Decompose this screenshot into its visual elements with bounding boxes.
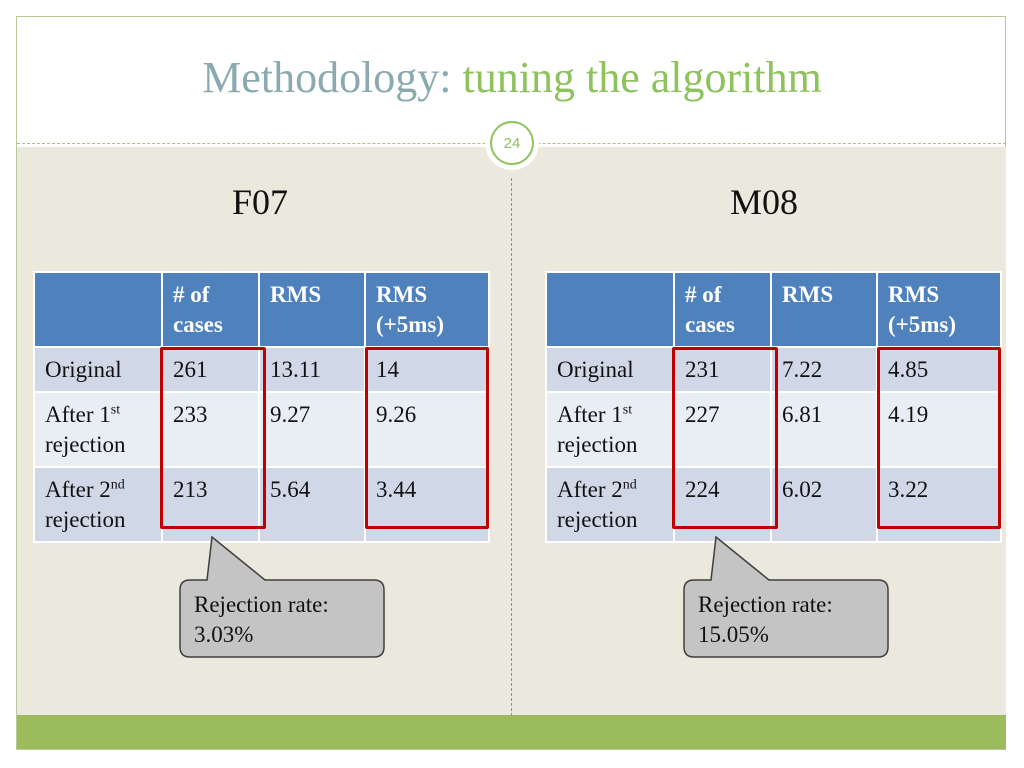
header-cell-rms: RMS xyxy=(258,271,366,348)
callout-line1: Rejection rate: xyxy=(194,592,329,617)
row-label-tail: rejection xyxy=(557,507,638,532)
header-cell-cases: # of cases xyxy=(161,271,260,348)
row-label-ordinal: nd xyxy=(110,477,125,493)
row-label-cell: After 2nd rejection xyxy=(33,466,163,543)
callout-m08: Rejection rate: 15.05% xyxy=(682,536,892,661)
row-label-ordinal: nd xyxy=(622,477,637,493)
slide-title-part2: tuning the algorithm xyxy=(462,53,822,102)
callout-f07: Rejection rate: 3.03% xyxy=(178,536,388,661)
table-row: After 1st rejection 233 9.27 9.26 xyxy=(33,391,490,468)
table-header-row: # of cases RMS RMS (+5ms) xyxy=(33,271,490,348)
rms-cell: 6.81 xyxy=(770,391,878,468)
cases-cell: 233 xyxy=(161,391,260,468)
callout-text-m08: Rejection rate: 15.05% xyxy=(698,590,833,650)
header-cell-blank xyxy=(545,271,675,348)
row-label-cell: After 1st rejection xyxy=(545,391,675,468)
rms-cell: 13.11 xyxy=(258,346,366,393)
table-header-row: # of cases RMS RMS (+5ms) xyxy=(545,271,1002,348)
column-divider xyxy=(511,178,512,716)
rms-cell: 6.02 xyxy=(770,466,878,543)
table-row: After 1st rejection 227 6.81 4.19 xyxy=(545,391,1002,468)
header-cell-blank xyxy=(33,271,163,348)
cases-cell: 213 xyxy=(161,466,260,543)
callout-line1: Rejection rate: xyxy=(698,592,833,617)
header-cell-cases: # of cases xyxy=(673,271,772,348)
row-label: After 1 xyxy=(45,402,111,427)
callout-line2: 15.05% xyxy=(698,622,769,647)
rms5-cell: 14 xyxy=(364,346,490,393)
highlight-box-cases-m08 xyxy=(672,347,778,529)
panel-heading-f07: F07 xyxy=(231,182,289,222)
slide-number: 24 xyxy=(490,121,534,165)
rms-cell: 7.22 xyxy=(770,346,878,393)
rms5-cell: 3.22 xyxy=(876,466,1002,543)
row-label: Original xyxy=(557,357,634,382)
rms5-cell: 3.44 xyxy=(364,466,490,543)
rms5-cell: 9.26 xyxy=(364,391,490,468)
highlight-box-cases-f07 xyxy=(160,347,266,529)
table-row: After 2nd rejection 213 5.64 3.44 xyxy=(33,466,490,543)
header-cell-rms5: RMS (+5ms) xyxy=(876,271,1002,348)
row-label-tail: rejection xyxy=(45,507,126,532)
row-label: After 1 xyxy=(557,402,623,427)
rms5-cell: 4.85 xyxy=(876,346,1002,393)
slide-title: Methodology: tuning the algorithm xyxy=(0,50,1024,106)
cases-cell: 224 xyxy=(673,466,772,543)
row-label: After 2 xyxy=(45,477,111,502)
row-label-cell: After 2nd rejection xyxy=(545,466,675,543)
slide-title-part1: Methodology: xyxy=(202,53,452,102)
cases-cell: 261 xyxy=(161,346,260,393)
results-table-m08: # of cases RMS RMS (+5ms) Original 231 7… xyxy=(545,271,1002,543)
callout-bubble-shape xyxy=(179,536,385,658)
footer-band xyxy=(17,715,1006,749)
table-row: Original 261 13.11 14 xyxy=(33,346,490,393)
highlight-box-rms5-m08 xyxy=(877,347,1001,529)
row-label: After 2 xyxy=(557,477,623,502)
header-cell-rms: RMS xyxy=(770,271,878,348)
results-table-f07: # of cases RMS RMS (+5ms) Original 261 1… xyxy=(33,271,490,543)
callout-text-f07: Rejection rate: 3.03% xyxy=(194,590,329,650)
rms-cell: 5.64 xyxy=(258,466,366,543)
header-cell-rms5: RMS (+5ms) xyxy=(364,271,490,348)
rms-cell: 9.27 xyxy=(258,391,366,468)
panel-heading-m08: M08 xyxy=(729,182,798,222)
row-label-cell: After 1st rejection xyxy=(33,391,163,468)
row-label-tail: rejection xyxy=(45,432,126,457)
row-label-cell: Original xyxy=(545,346,675,393)
row-label-ordinal: st xyxy=(622,402,633,418)
highlight-box-rms5-f07 xyxy=(365,347,489,529)
callout-bubble-shape xyxy=(683,536,889,658)
table-row: After 2nd rejection 224 6.02 3.22 xyxy=(545,466,1002,543)
row-label-tail: rejection xyxy=(557,432,638,457)
row-label-ordinal: st xyxy=(110,402,121,418)
cases-cell: 227 xyxy=(673,391,772,468)
callout-line2: 3.03% xyxy=(194,622,254,647)
row-label-cell: Original xyxy=(33,346,163,393)
row-label: Original xyxy=(45,357,122,382)
